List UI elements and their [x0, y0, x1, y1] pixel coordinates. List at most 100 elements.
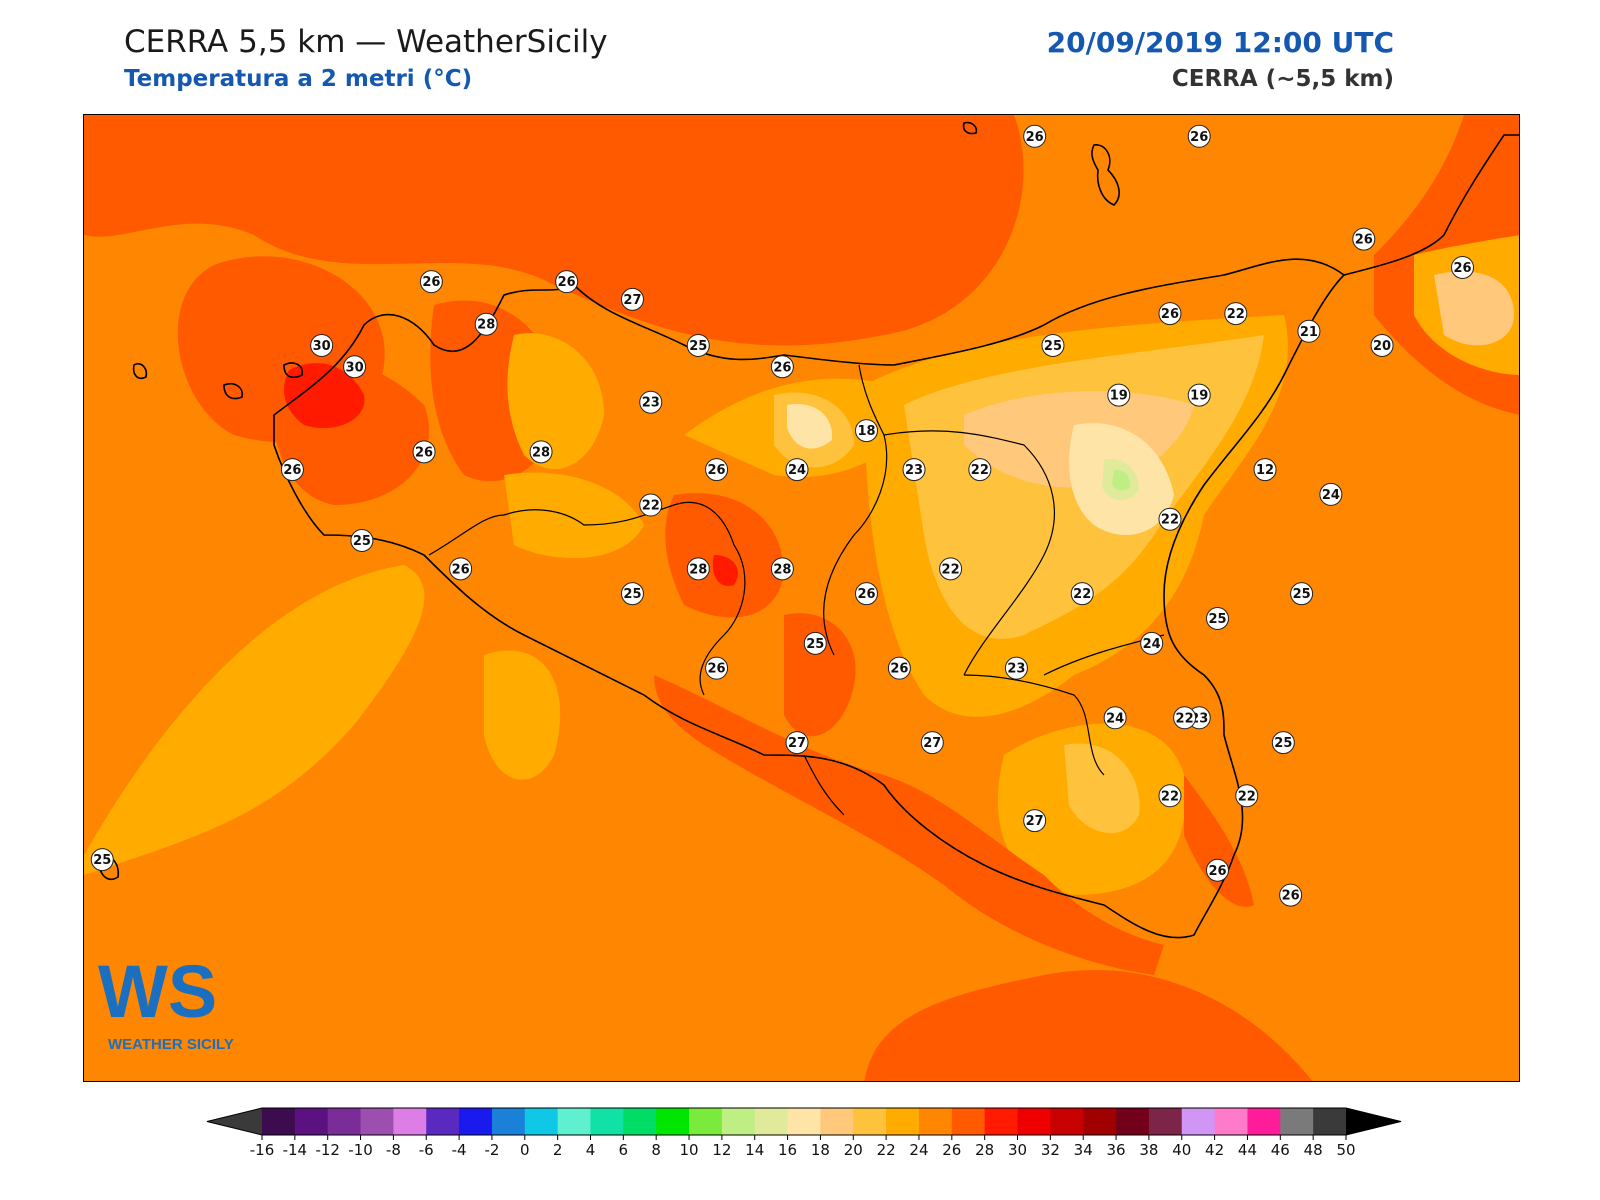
station-label-value: 27 — [923, 736, 941, 751]
station-label-value: 25 — [689, 339, 707, 354]
colorbar-swatch — [491, 1108, 526, 1135]
station-label-value: 22 — [1227, 307, 1245, 322]
station-label-value: 22 — [642, 499, 660, 514]
station-label: 28 — [770, 557, 794, 581]
station-label: 26 — [1352, 227, 1376, 251]
station-label: 26 — [412, 440, 436, 464]
station-label-marker — [887, 656, 911, 680]
station-label-value: 25 — [806, 637, 824, 652]
station-label: 25 — [90, 848, 114, 872]
station-label-marker — [854, 582, 878, 606]
station-label-marker — [639, 390, 663, 414]
station-label-value: 19 — [1190, 389, 1208, 404]
colorbar-swatch — [1148, 1108, 1183, 1135]
station-label-value: 26 — [890, 662, 908, 677]
station-label-value: 26 — [1208, 864, 1226, 879]
station-label-marker — [1158, 302, 1182, 326]
colorbar-tick-label: -6 — [419, 1141, 434, 1159]
station-label: 27 — [920, 731, 944, 755]
station-label: 25 — [1290, 582, 1314, 606]
station-label-value: 26 — [1453, 261, 1471, 276]
station-label: 30 — [310, 333, 334, 357]
station-label-marker — [449, 557, 473, 581]
colorbar-swatch — [294, 1108, 329, 1135]
station-label-marker — [412, 440, 436, 464]
station-label-marker — [310, 333, 334, 357]
colorbar-swatch — [886, 1108, 920, 1135]
station-label-marker — [1297, 319, 1321, 343]
colorbar-tick-label: 26 — [942, 1141, 961, 1159]
map-canvas: 26 26 26 26 27 28 30 30 25 26 23 18 25 26 22 21 20 26 26 19… — [84, 115, 1519, 1081]
station-label: 27 — [1023, 809, 1047, 833]
colorbar-over-arrow — [1346, 1108, 1401, 1135]
station-label-marker — [1370, 333, 1394, 357]
colorbar-tick-label: 42 — [1205, 1141, 1224, 1159]
colorbar-swatch — [1017, 1108, 1051, 1135]
colorbar-swatch — [656, 1108, 690, 1135]
station-label: 27 — [620, 287, 644, 311]
station-label: 26 — [419, 270, 443, 294]
station-label: 19 — [1187, 383, 1211, 407]
station-label: 26 — [705, 458, 729, 482]
station-label: 23 — [902, 458, 926, 482]
station-label: 25 — [686, 333, 710, 357]
weather-sicily-logo: WS WEATHER SICILY — [98, 950, 234, 1053]
station-label-value: 26 — [452, 562, 470, 577]
station-label-marker — [1140, 631, 1164, 655]
station-label-value: 26 — [773, 360, 791, 375]
station-label-marker — [1235, 784, 1259, 808]
colorbar-swatch — [262, 1108, 296, 1135]
station-label-marker — [770, 355, 794, 379]
colorbar-tick-label: 30 — [1008, 1141, 1027, 1159]
colorbar-tick-label: 28 — [975, 1141, 994, 1159]
colorbar-swatch — [1280, 1108, 1314, 1135]
station-label-marker — [90, 848, 114, 872]
station-label: 28 — [686, 557, 710, 581]
station-label-marker — [1187, 124, 1211, 148]
station-label: 26 — [1187, 124, 1211, 148]
station-label-marker — [639, 493, 663, 517]
station-label-value: 25 — [1293, 587, 1311, 602]
colorbar-tick-label: 32 — [1041, 1141, 1060, 1159]
station-label: 22 — [639, 493, 663, 517]
colorbar-swatch — [590, 1108, 624, 1135]
station-label: 21 — [1297, 319, 1321, 343]
colorbar-swatch — [853, 1108, 887, 1135]
station-label-value: 26 — [558, 275, 576, 290]
station-label-value: 22 — [971, 463, 989, 478]
station-label-value: 30 — [313, 339, 331, 354]
colorbar-tick-label: 24 — [909, 1141, 928, 1159]
station-label: 24 — [785, 458, 809, 482]
station-label-marker — [770, 557, 794, 581]
station-label-value: 24 — [1106, 711, 1124, 726]
station-label-value: 30 — [346, 360, 364, 375]
colorbar-tick-label: -4 — [452, 1141, 467, 1159]
colorbar-swatch — [459, 1108, 493, 1135]
colorbar-swatch — [426, 1108, 460, 1135]
colorbar-swatch — [1083, 1108, 1117, 1135]
station-label: 22 — [1173, 706, 1197, 730]
station-label-marker — [968, 458, 992, 482]
station-label-value: 24 — [1143, 637, 1161, 652]
station-label-marker — [1158, 784, 1182, 808]
colorbar-swatch — [393, 1108, 427, 1135]
colorbar-swatch — [721, 1108, 756, 1135]
station-label-marker — [1319, 482, 1343, 506]
colorbar-tick-label: 36 — [1107, 1141, 1126, 1159]
station-label-marker — [854, 419, 878, 443]
station-label: 28 — [474, 312, 498, 336]
station-label-marker — [529, 440, 553, 464]
temperature-map: 26 26 26 26 27 28 30 30 25 26 23 18 25 26 22 21 20 26 26 19… — [83, 114, 1520, 1082]
station-label-marker — [343, 355, 367, 379]
station-label-value: 26 — [283, 463, 301, 478]
station-label: 23 — [1004, 656, 1028, 680]
station-label-value: 27 — [1026, 814, 1044, 829]
colorbar-tick-label: 0 — [520, 1141, 530, 1159]
station-label-value: 26 — [422, 275, 440, 290]
station-label-value: 23 — [905, 463, 923, 478]
map-title: CERRA 5,5 km — WeatherSicily — [124, 24, 608, 60]
colorbar-swatch — [787, 1108, 821, 1135]
station-label-marker — [1107, 383, 1131, 407]
temperature-field — [84, 115, 1519, 1081]
station-label-value: 18 — [857, 424, 875, 439]
